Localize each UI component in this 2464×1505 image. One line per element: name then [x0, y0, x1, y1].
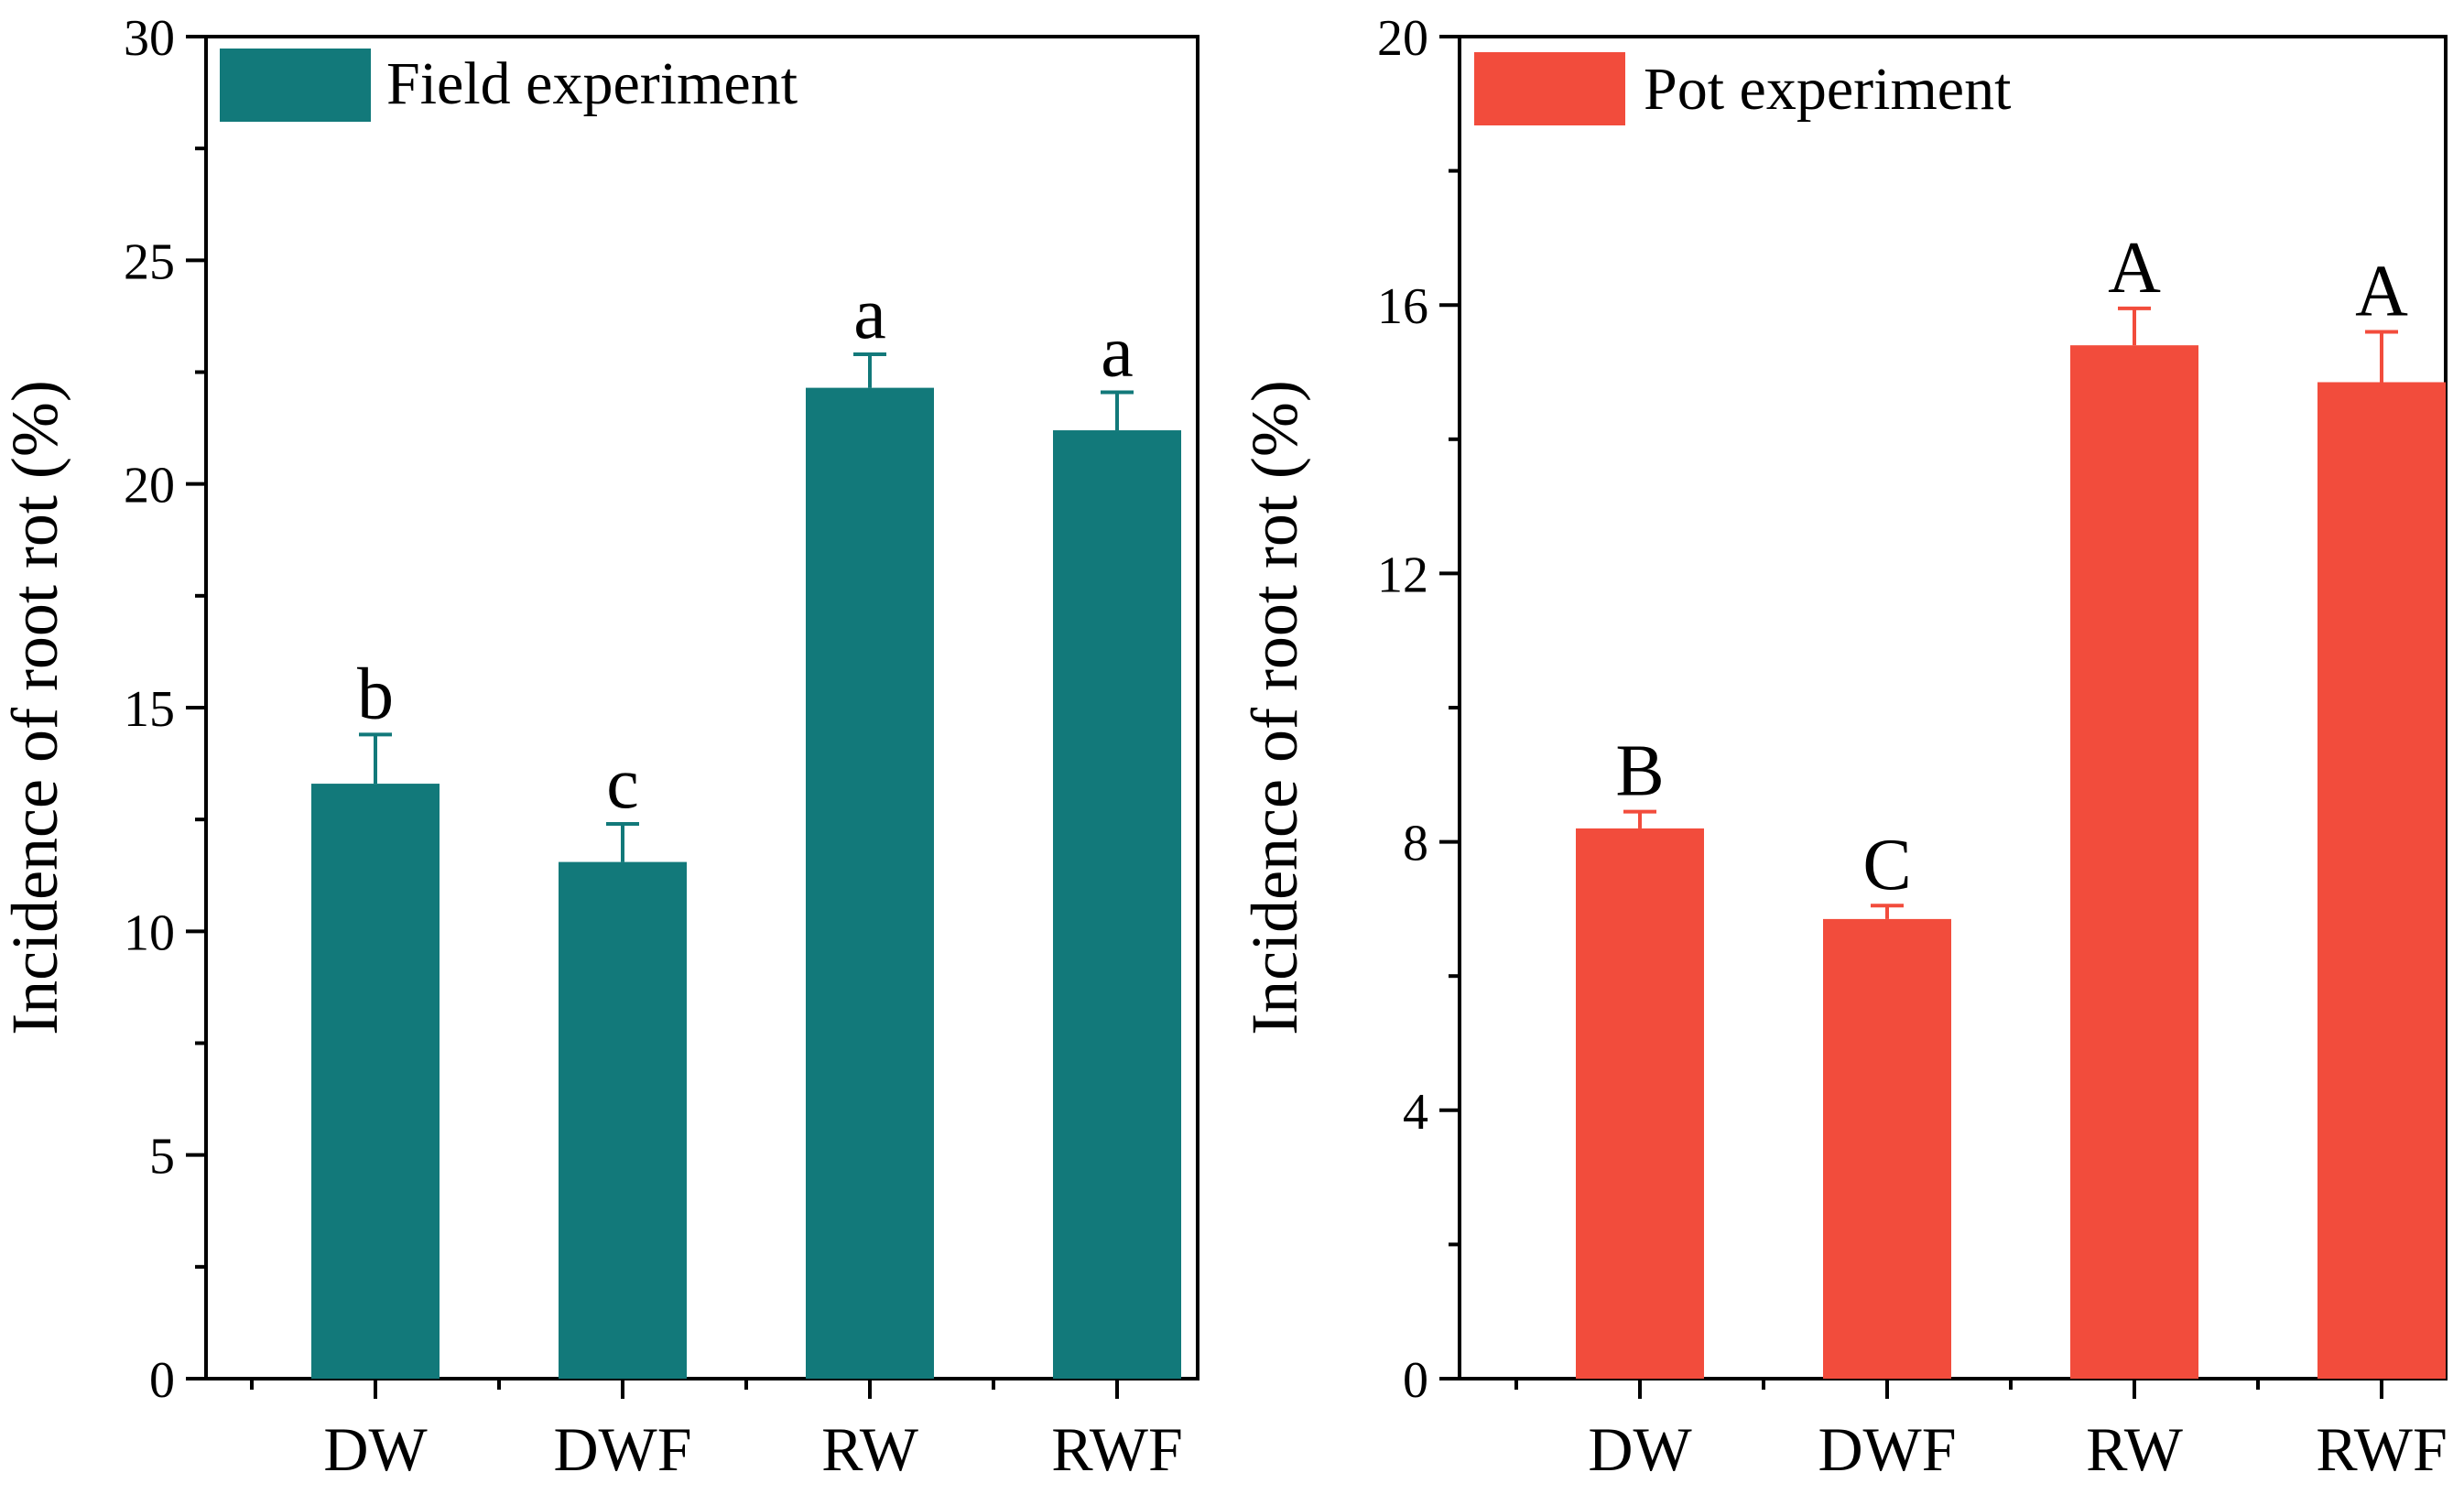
significance-letter: c [606, 743, 639, 824]
significance-letter: a [1101, 311, 1134, 392]
y-tick-label: 5 [149, 1129, 175, 1186]
x-tick-label: DW [1588, 1414, 1692, 1484]
y-tick-label: 10 [124, 904, 175, 961]
bar-dw [311, 784, 440, 1379]
x-tick-label: RW [2086, 1414, 2184, 1484]
y-tick-label: 0 [149, 1352, 175, 1409]
legend-label: Pot experiment [1644, 56, 2011, 123]
x-tick-label: RW [821, 1414, 919, 1484]
y-axis-title: Incidence of root rot (%) [1238, 380, 1311, 1035]
legend-label: Field experiment [386, 50, 798, 117]
y-tick-label: 16 [1377, 278, 1428, 335]
y-axis-title: Incidence of root rot (%) [0, 380, 71, 1035]
legend-swatch [1474, 52, 1625, 125]
x-tick-label: DW [323, 1414, 428, 1484]
pot-experiment-panel: 0 4 8 12 16 20 Incidence of root rot (%) DW B DWF… [1238, 10, 2448, 1484]
y-tick-label: 4 [1403, 1084, 1428, 1141]
y-tick-label: 20 [1377, 10, 1428, 67]
significance-letter: A [2355, 252, 2408, 332]
bar-dw [1576, 828, 1704, 1379]
x-tick-label: RWF [1051, 1414, 1183, 1484]
y-tick-label: 20 [124, 458, 175, 514]
y-tick-label: 30 [124, 10, 175, 67]
y-tick-label: 0 [1403, 1352, 1428, 1409]
significance-letter: C [1862, 825, 1911, 905]
significance-letter: a [853, 274, 886, 354]
bar-dwf [559, 861, 687, 1379]
y-tick-label: 25 [124, 233, 175, 290]
significance-letter: B [1615, 731, 1664, 812]
bar-rw [806, 387, 934, 1380]
bar-rwf [2317, 382, 2446, 1379]
bar-dwf [1823, 918, 1951, 1379]
x-tick-label: DWF [553, 1414, 691, 1484]
x-tick-label: RWF [2316, 1414, 2448, 1484]
x-tick-label: DWF [1818, 1414, 1956, 1484]
bar-rw [2070, 345, 2198, 1380]
legend-swatch [220, 49, 371, 122]
significance-letter: A [2108, 228, 2161, 309]
y-tick-label: 15 [124, 681, 175, 738]
significance-letter: b [357, 654, 394, 734]
field-experiment-panel: 0 5 10 15 20 25 30 Incidence of root rot (%) DW b… [0, 10, 1199, 1484]
bar-rwf [1053, 430, 1181, 1380]
y-tick-label: 8 [1403, 816, 1428, 872]
y-tick-label: 12 [1377, 547, 1428, 603]
